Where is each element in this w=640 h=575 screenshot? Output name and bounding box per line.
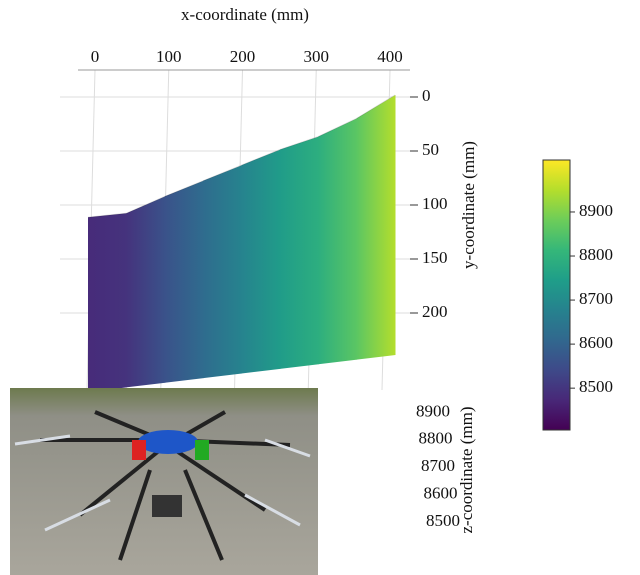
x-tick-label: 400	[377, 47, 403, 66]
z-tick-label: 8700	[421, 456, 455, 475]
surface-strip	[165, 181, 204, 383]
z-tick-label: 8900	[416, 401, 450, 420]
surface-strip	[318, 118, 357, 364]
x-tick-label: 200	[230, 47, 256, 66]
z-tick-label: 8500	[426, 511, 460, 530]
drone-photo	[10, 388, 318, 575]
drone-camera	[152, 495, 182, 517]
drone-arm-green	[195, 440, 209, 460]
y-tick-label: 50	[422, 140, 439, 159]
colorbar: 8500 8600 8700 8800 8900	[543, 160, 613, 430]
z-tick-label: 8600	[424, 484, 458, 503]
chart: 0 100 200 300 400 0 50 100 150 200 8500 8600 8700 880…	[0, 0, 640, 575]
colorbar-scale	[543, 160, 570, 430]
x-tick-label: 300	[304, 47, 330, 66]
x-axis-label: x-coordinate (mm)	[181, 5, 309, 24]
colorbar-tick-label: 8800	[579, 245, 613, 264]
drone-arm-red	[132, 440, 146, 460]
y-tick-label: 200	[422, 302, 448, 321]
photo-background	[10, 388, 318, 575]
z-axis-label: z-coordinate (mm)	[457, 407, 476, 534]
surface-strip	[88, 213, 127, 392]
y-tick-label: 150	[422, 248, 448, 267]
y-tick-label: 100	[422, 194, 448, 213]
colorbar-tick-label: 8500	[579, 377, 613, 396]
y-tick-label: 0	[422, 86, 431, 105]
surface-strip	[203, 165, 242, 378]
colorbar-tick-label: 8600	[579, 333, 613, 352]
y-axis-label: y-coordinate (mm)	[459, 141, 478, 269]
surface-strip	[242, 150, 281, 374]
z-tick-label: 8800	[419, 429, 453, 448]
surface-strip	[280, 137, 319, 369]
drone-body	[138, 430, 198, 454]
colorbar-tick-label: 8900	[579, 201, 613, 220]
colorbar-tick-label: 8700	[579, 289, 613, 308]
x-tick-label: 100	[156, 47, 182, 66]
surface-strip	[126, 196, 165, 387]
surface-strip	[357, 95, 396, 360]
x-tick-label: 0	[91, 47, 100, 66]
